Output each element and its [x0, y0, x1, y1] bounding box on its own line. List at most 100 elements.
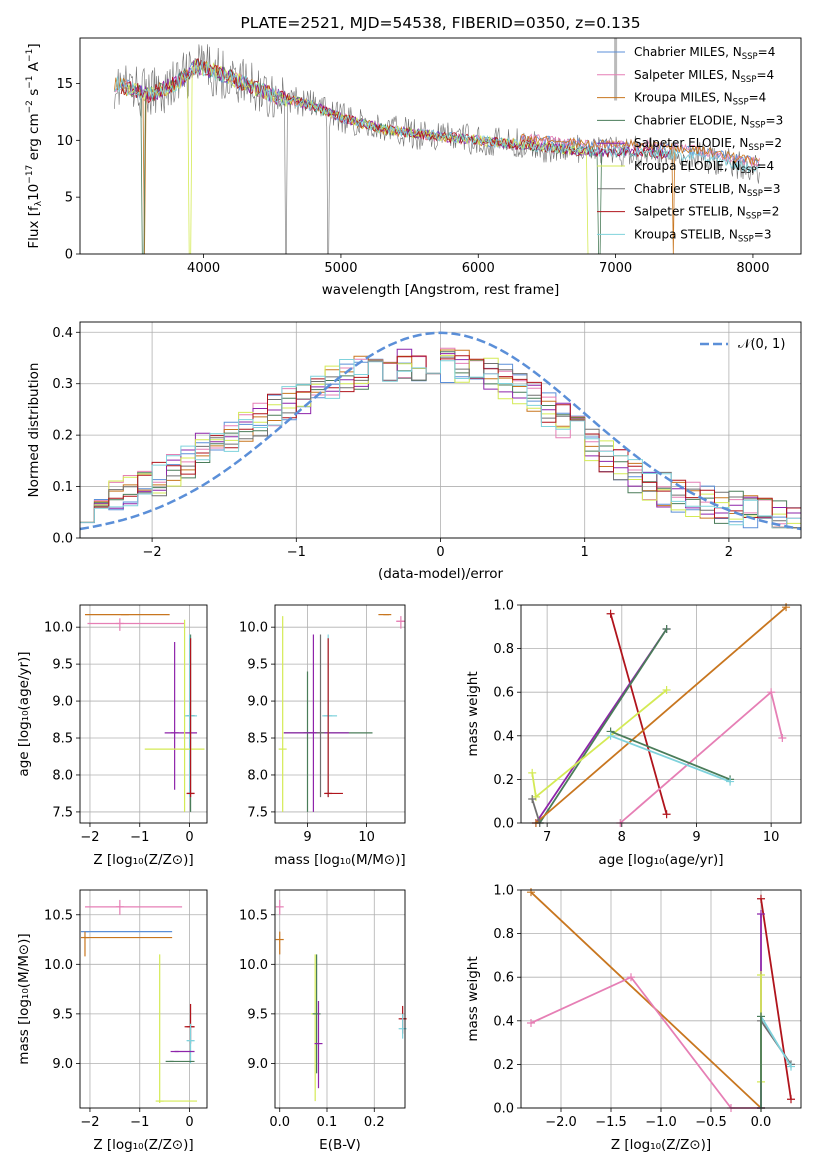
- x-tick-label: 0.1: [317, 1115, 338, 1130]
- y-tick-label: 7.5: [247, 805, 268, 820]
- x-tick-label: −2: [80, 1115, 99, 1130]
- legend-sub: SSP: [746, 212, 762, 222]
- legend-text: Chabrier ELODIE, N: [634, 113, 750, 127]
- y-tick-label: 9.5: [247, 658, 268, 673]
- x-tick-label: 0.0: [751, 1115, 772, 1130]
- x-axis-label: E(B-V): [319, 1137, 361, 1153]
- y-tick-label: 9.5: [52, 1007, 73, 1022]
- y-tick-label: 0.4: [493, 1014, 514, 1029]
- y-tick-label: 15: [56, 77, 73, 92]
- x-axis-label: (data-model)/error: [378, 566, 504, 582]
- legend-tail: =2: [764, 136, 782, 150]
- x-tick-label: 9: [303, 830, 311, 845]
- y-tick-label: 10.5: [239, 908, 268, 923]
- legend-entry: Kroupa ELODIE, NSSP=4: [634, 159, 774, 176]
- legend-entry: Kroupa STELIB, NSSP=3: [634, 227, 772, 244]
- point-salpeter_miles: [778, 733, 787, 742]
- x-tick-label: 8000: [736, 261, 769, 276]
- y-tick-label: 9.0: [52, 695, 73, 710]
- legend-entry: Chabrier ELODIE, NSSP=3: [634, 113, 783, 130]
- legend-text: Salpeter MILES, N: [634, 68, 741, 82]
- legend-tail: =4: [756, 68, 774, 82]
- legend-text: Kroupa ELODIE, N: [634, 159, 741, 173]
- y-tick-label: 0: [65, 248, 73, 263]
- y-tick-label: 0.2: [493, 773, 514, 788]
- series-kroupa_miles: [535, 606, 787, 824]
- legend-tail: =3: [763, 182, 781, 196]
- series-salpeter_miles: [530, 976, 761, 1109]
- point-chabrier_elodie: [662, 624, 671, 633]
- x-axis-label: mass [log₁₀(M/M⊙)]: [274, 852, 405, 868]
- series-kroupa_stelib: [610, 734, 731, 783]
- x-tick-label: 7000: [599, 261, 632, 276]
- legend-sub: SSP: [733, 98, 749, 108]
- y-axis-label: mass weight: [465, 956, 481, 1041]
- y-tick-label: 10.0: [44, 621, 73, 636]
- x-tick-label: −1: [130, 1115, 149, 1130]
- legend-tail: =4: [756, 159, 774, 173]
- legend-tail: =3: [766, 113, 784, 127]
- legend-text: Salpeter ELODIE, N: [634, 136, 748, 150]
- lines-weight_vs_Z: [527, 888, 795, 1112]
- x-tick-label: 10: [763, 830, 780, 845]
- x-tick-label: 8: [618, 830, 626, 845]
- point-kroupa_elodie: [662, 686, 671, 695]
- axes-spectrum: 4000 5000 6000 7000 8000 0 5 10 15: [56, 77, 769, 276]
- x-tick-label: 7: [543, 830, 551, 845]
- legend-sub: SSP: [747, 189, 763, 199]
- y-tick-label: 10.0: [239, 621, 268, 636]
- axes-age_vs_mass: 9 10 7.5 8.0 8.5 9.0 9.5 10.0: [239, 605, 405, 845]
- axes-weight_vs_Z: −2.0 −1.5 −1.0 −0.5 0.0 0.0 0.2 0.4 0.6 0.8 1.0: [493, 884, 801, 1130]
- axes-mass_vs_Z: −2 −1 0 9.0 9.5 10.0 10.5: [44, 890, 207, 1130]
- legend-entry: Kroupa MILES, NSSP=4: [634, 91, 766, 108]
- x-tick-label: 10: [358, 830, 375, 845]
- axes-frame: [79, 604, 208, 824]
- legend-sub: SSP: [741, 75, 757, 85]
- point-salpeter_stelib: [662, 810, 671, 819]
- y-tick-label: 0.6: [493, 971, 514, 986]
- legend-text: Chabrier MILES, N: [634, 45, 742, 59]
- legend-entry: 𝒩(0, 1): [738, 337, 785, 352]
- point-kroupa_stelib: [726, 777, 735, 786]
- legend-text: Kroupa STELIB, N: [634, 227, 738, 241]
- legend-tail: =4: [749, 91, 767, 105]
- y-tick-label: 0.3: [52, 377, 73, 392]
- series-chabrier_stelib: [114, 44, 760, 254]
- y-tick-label: 10: [56, 134, 73, 149]
- y-tick-label: 0.4: [52, 326, 73, 341]
- lines-weight_vs_age: [528, 603, 791, 827]
- axes-frame: [79, 321, 802, 539]
- axes-frame: [274, 889, 406, 1109]
- errorbars-age_vs_mass: [278, 614, 405, 812]
- x-tick-label: −0.5: [695, 1115, 727, 1130]
- series-kroupa_stelib: [760, 1015, 792, 1068]
- legend-text: Kroupa MILES, N: [634, 91, 733, 105]
- x-tick-label: −2: [143, 545, 162, 560]
- x-tick-label: 4000: [187, 261, 220, 276]
- y-tick-label: 10.0: [44, 958, 73, 973]
- x-tick-label: −1: [130, 830, 149, 845]
- point-kroupa_elodie: [757, 971, 765, 980]
- x-tick-label: 6000: [462, 261, 495, 276]
- legend-entry: Chabrier MILES, NSSP=4: [634, 45, 775, 62]
- y-tick-label: 0.0: [493, 817, 514, 832]
- x-tick-label: 2: [725, 545, 733, 560]
- axes-mass_vs_ebv: 0.0 0.1 0.2 9.0 9.5 10.0 10.5: [239, 890, 405, 1130]
- y-tick-label: 0.8: [493, 642, 514, 657]
- y-tick-label: 8.5: [247, 732, 268, 747]
- x-tick-label: 9: [692, 830, 700, 845]
- series-salpeter_stelib: [120, 58, 670, 160]
- y-tick-label: 8.0: [52, 768, 73, 783]
- series-kroupa_stelib: [113, 60, 760, 173]
- x-tick-label: −2.0: [545, 1115, 577, 1130]
- hist-salpeter_miles: [80, 347, 801, 525]
- legend-sub: SSP: [750, 120, 766, 130]
- y-tick-label: 0.0: [493, 1102, 514, 1117]
- y-tick-label: 9.0: [247, 1057, 268, 1072]
- x-axis-label: Z [log₁₀(Z/Z⊙)]: [611, 1137, 711, 1153]
- x-axis-label: Z [log₁₀(Z/Z⊙)]: [93, 1137, 193, 1153]
- point-chabrier_elodie: [757, 1012, 765, 1021]
- y-tick-label: 9.5: [52, 658, 73, 673]
- legend-sub: SSP: [738, 234, 754, 244]
